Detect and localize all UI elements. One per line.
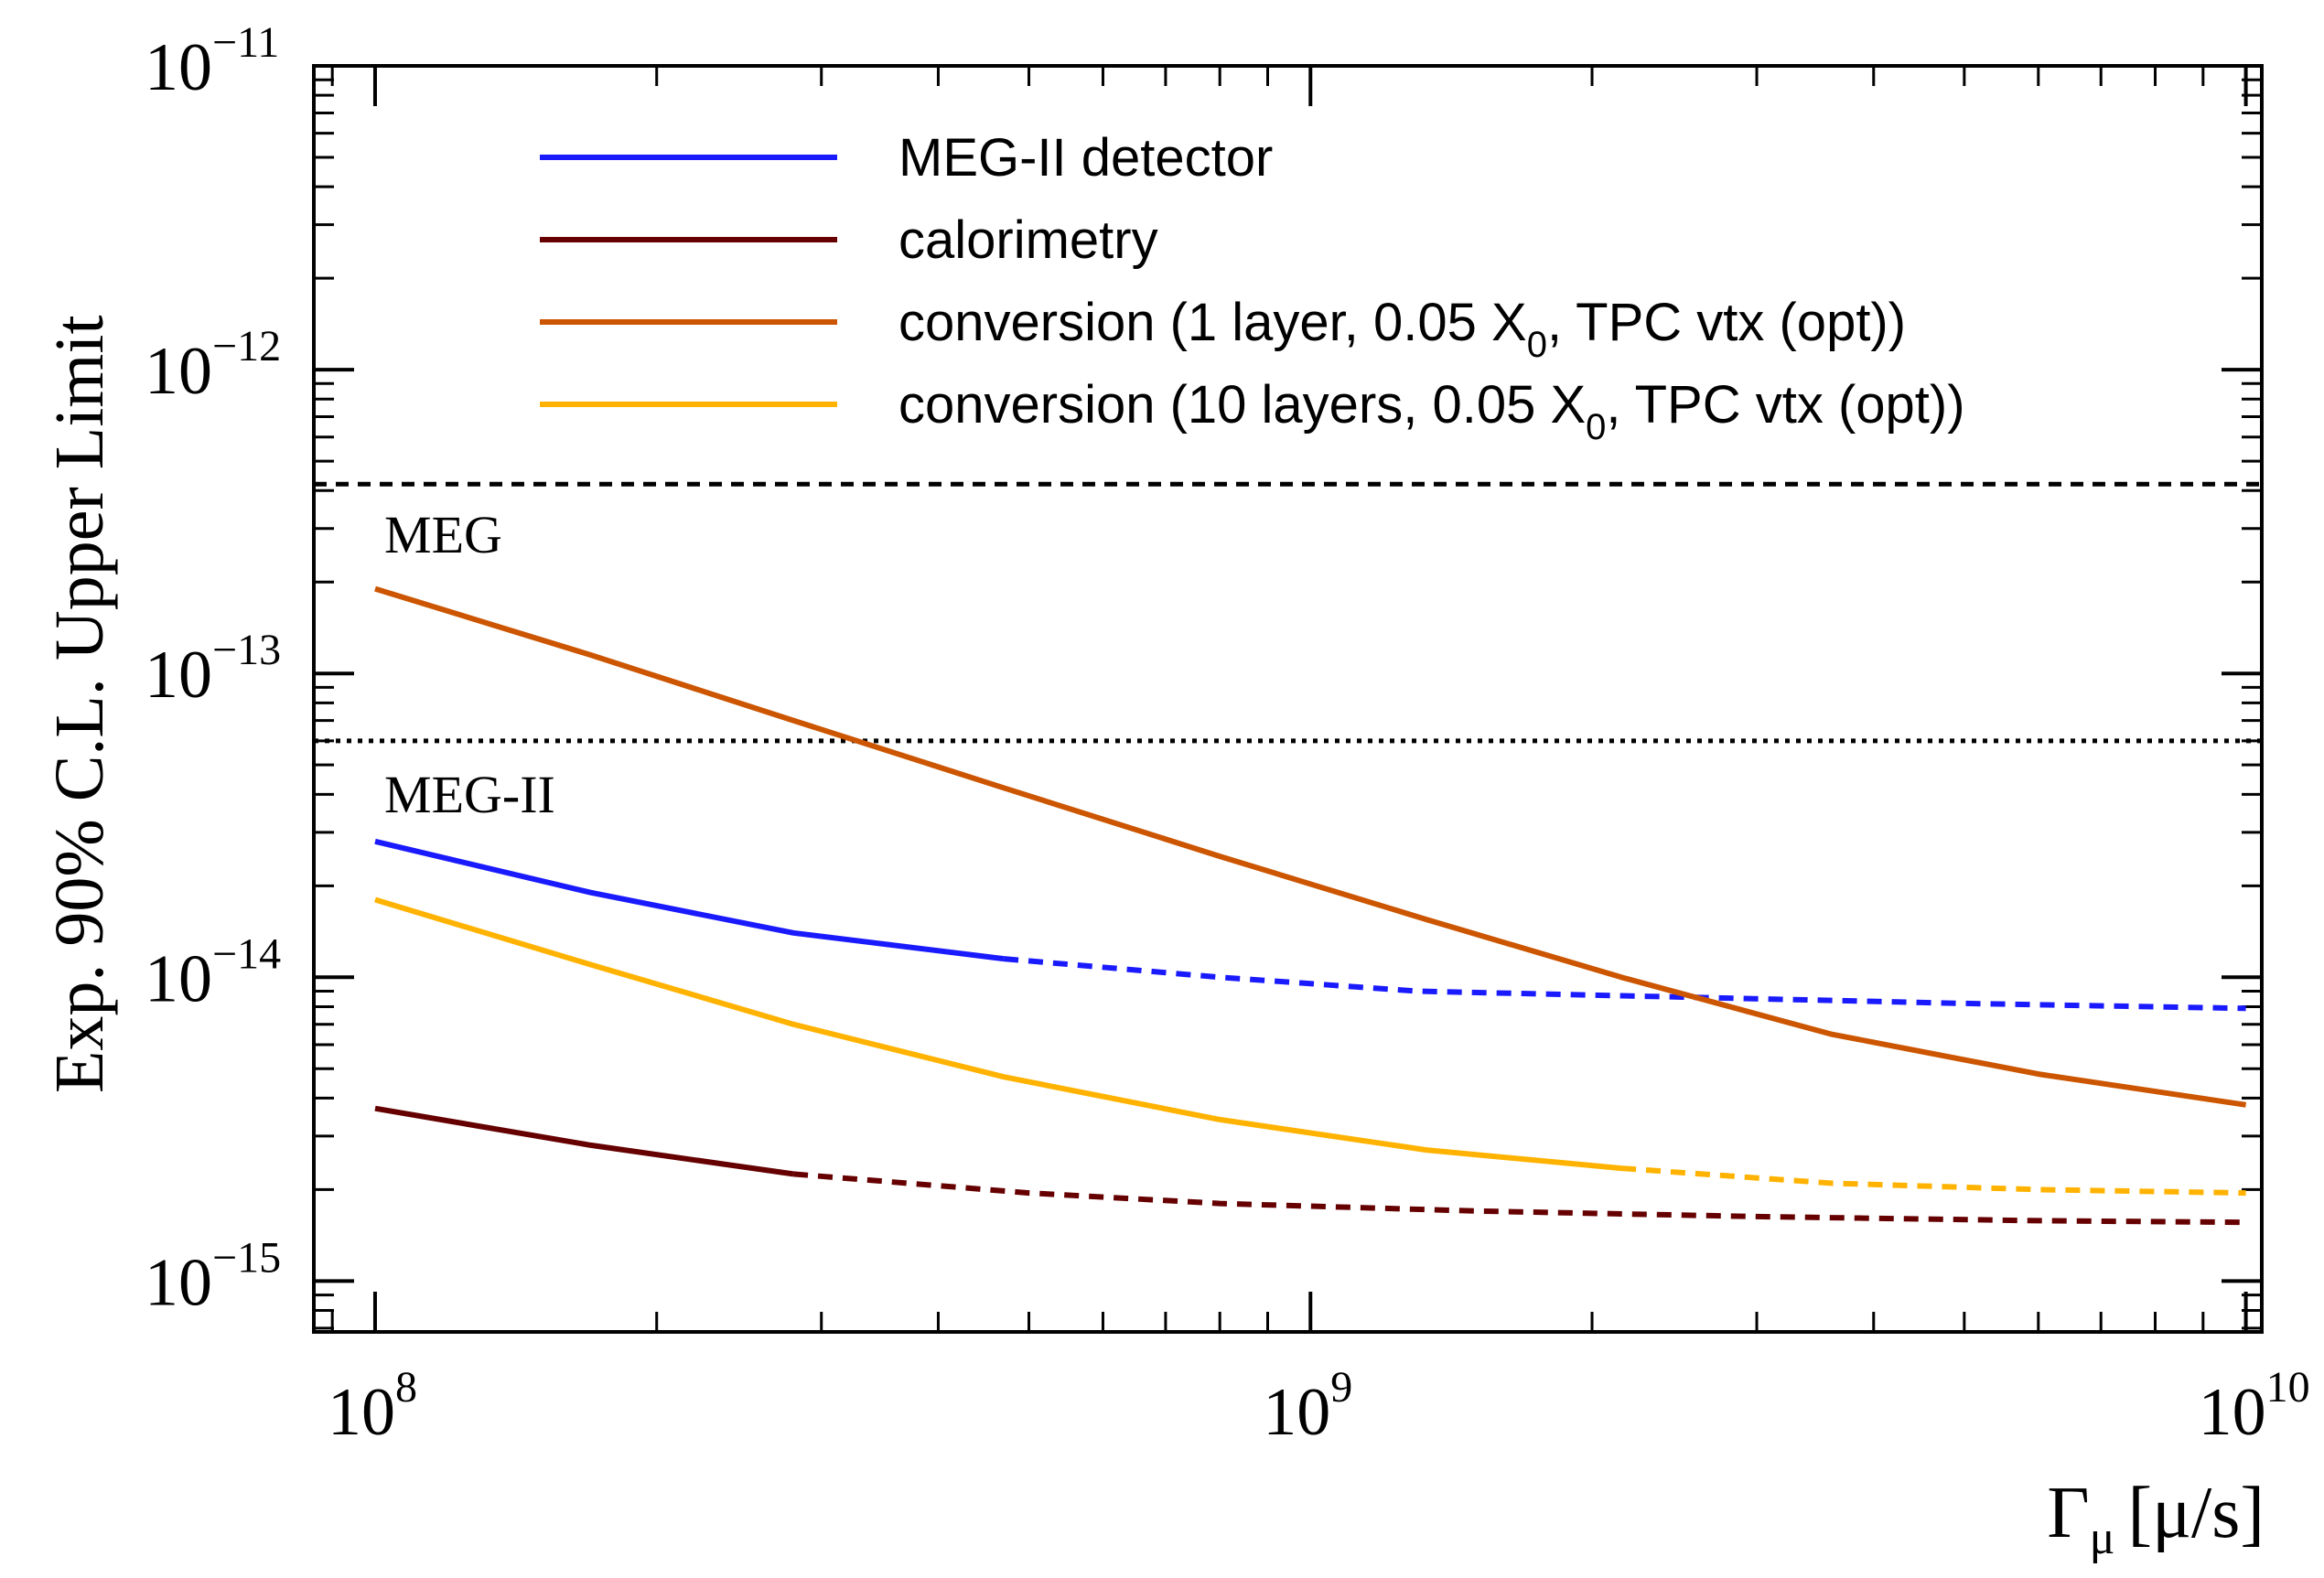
legend-label-suffix: , TPC vtx (opt))	[1606, 375, 1964, 435]
y-tick-label-base: 10	[145, 1245, 212, 1320]
y-tick-label: 10−15	[145, 1233, 281, 1320]
legend-label-subscript: 0	[1527, 325, 1547, 365]
x-axis-title: Γμ [μ/s]	[2047, 1473, 2265, 1564]
legend-label-text: MEG-II detector	[898, 128, 1273, 188]
y-tick-label-exponent: −13	[212, 626, 281, 674]
major-ticks	[314, 64, 2262, 1332]
x-tick-labels: 108 109 1010	[328, 1363, 2310, 1450]
plot-frame	[312, 64, 2264, 1334]
series-line-dashed	[1003, 956, 2246, 1012]
y-tick-label-base: 10	[145, 334, 212, 409]
legend-label-suffix: , TPC vtx (opt))	[1547, 293, 1906, 352]
reference-lines	[314, 481, 2262, 744]
legend-label-text: conversion (1 layer, 0.05 X	[898, 293, 1527, 352]
series-conversion-1-layer	[374, 585, 2247, 1108]
x-tick-label: 108	[328, 1363, 417, 1450]
x-axis-title-unit: [μ/s]	[2127, 1473, 2265, 1553]
series-line-solid	[374, 1105, 794, 1177]
legend-label: conversion (10 layers, 0.05 X0, TPC vtx …	[898, 375, 1965, 447]
series-layer	[374, 585, 2247, 1226]
x-tick-label-base: 10	[1263, 1375, 1330, 1450]
legend-label-subscript: 0	[1586, 407, 1606, 447]
x-tick-label-exponent: 8	[395, 1363, 417, 1412]
y-axis-title: Exp. 90% C.L. Upper Limit	[41, 315, 118, 1093]
x-tick-label: 109	[1263, 1363, 1352, 1450]
x-tick-label: 1010	[2199, 1363, 2310, 1450]
y-tick-label: 10−13	[145, 626, 281, 713]
legend-entry-conversion-1-layer: conversion (1 layer, 0.05 X0, TPC vtx (o…	[540, 293, 1906, 365]
y-tick-label-base: 10	[145, 638, 212, 713]
x-tick-label-exponent: 9	[1330, 1363, 1352, 1412]
series-line-solid	[374, 838, 1005, 962]
y-tick-label: 10−14	[145, 929, 281, 1016]
legend-label-text: calorimetry	[898, 210, 1158, 270]
legend-label-text: conversion (10 layers, 0.05 X	[898, 375, 1586, 435]
x-tick-label-exponent: 10	[2266, 1363, 2310, 1412]
ref-label-meg-ii: MEG-II	[384, 765, 555, 824]
x-tick-label-base: 10	[328, 1375, 395, 1450]
legend-label: conversion (1 layer, 0.05 X0, TPC vtx (o…	[898, 293, 1906, 365]
series-line-solid	[374, 896, 1622, 1172]
y-tick-label-base: 10	[145, 941, 212, 1016]
legend: MEG-II detector calorimetry conversion (1 …	[540, 128, 1965, 447]
y-tick-label-exponent: −15	[212, 1233, 281, 1282]
ref-label-meg: MEG	[384, 505, 502, 564]
legend-entry-calorimetry: calorimetry	[540, 210, 1158, 270]
x-axis-title-main: Γ	[2047, 1473, 2089, 1553]
y-tick-label-base: 10	[145, 30, 212, 105]
minor-ticks	[314, 66, 2262, 1332]
series-line-solid	[374, 585, 2247, 1108]
series-calorimetry	[374, 1105, 2246, 1226]
legend-entry-meg-ii-detector: MEG-II detector	[540, 128, 1273, 188]
y-tick-label: 10−12	[145, 322, 281, 409]
legend-entry-conversion-10-layers: conversion (10 layers, 0.05 X0, TPC vtx …	[540, 375, 1965, 447]
y-tick-label-exponent: −11	[212, 18, 279, 67]
y-tick-label-exponent: −14	[212, 929, 281, 978]
y-tick-label-exponent: −12	[212, 322, 281, 370]
y-tick-label: 10−11	[145, 18, 279, 105]
legend-label: MEG-II detector	[898, 128, 1273, 188]
series-meg-ii-detector	[374, 838, 2246, 1012]
series-conversion-10-layers	[374, 896, 2246, 1197]
series-line-dashed	[792, 1171, 2246, 1226]
x-axis-title-sub: μ	[2090, 1512, 2115, 1564]
legend-label: calorimetry	[898, 210, 1158, 270]
series-line-dashed	[1620, 1165, 2246, 1197]
x-tick-label-base: 10	[2199, 1375, 2266, 1450]
